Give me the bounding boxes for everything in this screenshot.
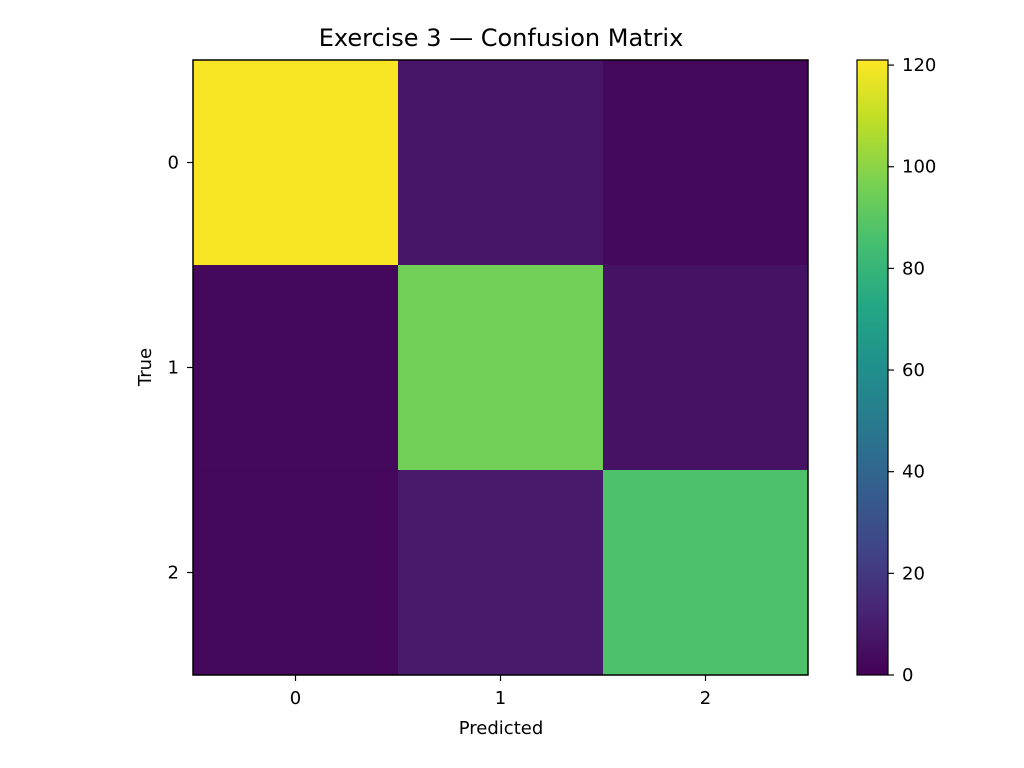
colorbar-tick-label-2: 40: [902, 462, 925, 483]
x-tick-label-1: 1: [495, 688, 506, 709]
colorbar-tick-label-0: 0: [902, 665, 913, 686]
colorbar-tick-label-4: 80: [902, 258, 925, 279]
colorbar-tick-label-5: 100: [902, 157, 936, 178]
heatmap-cell-r2-c0: [193, 470, 399, 676]
colorbar-tick-label-1: 20: [902, 563, 925, 584]
x-tick-label-2: 2: [700, 688, 711, 709]
y-tick-label-2: 2: [168, 563, 179, 584]
colorbar-frame: [856, 59, 889, 676]
colorbar-ticks: 0 20 40 60 80 100 120: [888, 55, 936, 686]
y-axis: 0 1 2: [168, 153, 193, 584]
x-axis-label: Predicted: [459, 718, 544, 739]
colorbar-tick-label-3: 60: [902, 360, 925, 381]
heatmap-cells: [193, 60, 809, 676]
heatmap-cell-r2-c2: [603, 470, 809, 676]
heatmap-cell-r0-c0: [193, 60, 399, 266]
heatmap-cell-r0-c2: [603, 60, 809, 266]
x-tick-label-0: 0: [290, 688, 301, 709]
heatmap-cell-r1-c2: [603, 265, 809, 471]
y-axis-label: True: [135, 348, 156, 387]
heatmap-cell-r0-c1: [398, 60, 604, 266]
chart-title: Exercise 3 — Confusion Matrix: [319, 24, 684, 52]
y-tick-label-0: 0: [168, 153, 179, 174]
y-tick-label-1: 1: [168, 358, 179, 379]
x-axis: 0 1 2: [290, 675, 711, 709]
colorbar-gradient: [857, 60, 888, 675]
colorbar-tick-label-6: 120: [902, 55, 936, 76]
heatmap-cell-r1-c1: [398, 265, 604, 471]
heatmap-cell-r1-c0: [193, 265, 399, 471]
heatmap-cell-r2-c1: [398, 470, 604, 676]
